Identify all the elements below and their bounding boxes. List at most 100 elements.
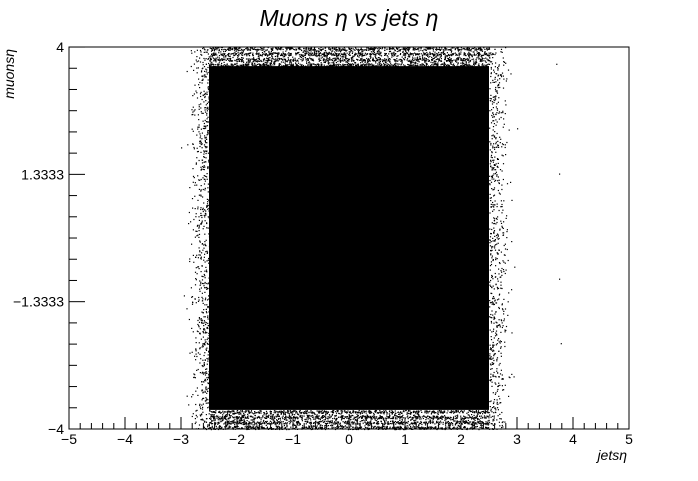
scatter-point xyxy=(369,60,371,62)
scatter-point xyxy=(320,62,322,64)
scatter-point xyxy=(286,61,288,63)
scatter-point xyxy=(256,52,258,54)
scatter-point xyxy=(318,58,320,60)
scatter-point xyxy=(281,47,283,49)
scatter-point xyxy=(363,59,365,61)
scatter-point xyxy=(468,60,470,62)
scatter-point xyxy=(464,417,466,419)
scatter-point xyxy=(321,420,324,422)
scatter-point xyxy=(244,63,246,65)
scatter-point xyxy=(257,53,259,55)
scatter-point xyxy=(241,415,243,417)
scatter-point xyxy=(334,47,336,49)
scatter-point xyxy=(287,412,289,414)
scatter-point xyxy=(266,54,268,56)
scatter-point xyxy=(267,59,269,61)
scatter-point xyxy=(408,48,410,51)
scatter-point xyxy=(308,422,311,424)
scatter-point xyxy=(249,59,252,61)
scatter-point xyxy=(420,64,422,66)
scatter-point xyxy=(454,410,456,412)
scatter-point xyxy=(416,421,418,423)
scatter-point xyxy=(214,411,216,413)
scatter-point xyxy=(320,424,322,426)
scatter-point xyxy=(341,48,343,50)
scatter-point xyxy=(208,262,210,264)
scatter-point xyxy=(449,411,451,413)
scatter-point xyxy=(493,350,495,352)
scatter-point xyxy=(368,423,370,425)
scatter-point xyxy=(424,412,426,414)
scatter-point xyxy=(195,350,197,352)
scatter-point xyxy=(349,423,351,425)
scatter-point xyxy=(212,423,214,425)
scatter-point xyxy=(483,47,485,49)
scatter-point xyxy=(329,422,331,424)
scatter-point xyxy=(488,47,490,49)
scatter-point xyxy=(284,422,287,424)
scatter-point xyxy=(371,412,373,414)
scatter-point xyxy=(489,355,491,357)
scatter-point xyxy=(320,427,322,429)
scatter-point xyxy=(352,415,354,417)
scatter-point xyxy=(294,424,296,426)
scatter-point xyxy=(392,55,394,57)
scatter-point xyxy=(203,256,205,258)
scatter-point xyxy=(470,410,472,412)
scatter-point xyxy=(375,54,377,56)
scatter-point xyxy=(449,416,451,418)
scatter-point xyxy=(278,65,280,67)
scatter-point xyxy=(335,412,338,414)
scatter-point xyxy=(383,413,385,415)
scatter-point xyxy=(307,421,309,423)
scatter-point xyxy=(344,416,346,418)
scatter-point xyxy=(387,423,389,425)
scatter-point xyxy=(483,410,485,412)
scatter-point xyxy=(414,427,416,429)
scatter-point xyxy=(433,55,435,57)
scatter-point xyxy=(491,188,493,190)
scatter-point xyxy=(208,207,210,210)
scatter-point xyxy=(379,53,381,55)
scatter-point xyxy=(223,417,225,419)
scatter-point xyxy=(332,54,334,56)
scatter-point xyxy=(496,370,498,372)
scatter-point xyxy=(432,53,434,55)
scatter-point xyxy=(290,62,292,64)
scatter-point xyxy=(440,52,442,54)
scatter-point xyxy=(321,410,323,412)
scatter-point xyxy=(304,52,306,54)
scatter-point xyxy=(447,54,449,57)
scatter-point xyxy=(259,63,261,66)
scatter-point xyxy=(286,65,288,68)
scatter-point xyxy=(207,152,209,154)
scatter-point xyxy=(359,413,361,415)
scatter-point xyxy=(485,410,487,413)
scatter-point xyxy=(307,50,309,52)
scatter-point xyxy=(466,416,468,418)
scatter-point xyxy=(250,427,252,429)
scatter-point xyxy=(206,326,209,329)
scatter-point xyxy=(293,59,295,61)
scatter-point xyxy=(220,421,222,423)
scatter-point xyxy=(294,416,296,418)
scatter-point xyxy=(299,63,301,65)
scatter-point xyxy=(245,411,247,413)
scatter-point xyxy=(355,62,357,64)
scatter-point xyxy=(397,426,399,428)
scatter-point xyxy=(261,426,263,428)
scatter-point xyxy=(245,63,247,65)
scatter-point xyxy=(390,420,392,422)
scatter-point xyxy=(298,58,300,60)
scatter-point xyxy=(297,421,299,424)
scatter-point xyxy=(394,427,396,429)
scatter-point xyxy=(408,54,410,56)
scatter-point xyxy=(483,53,485,55)
scatter-point xyxy=(390,48,392,50)
scatter-point xyxy=(456,59,458,61)
scatter-point xyxy=(450,58,452,60)
scatter-point xyxy=(194,418,196,420)
scatter-point xyxy=(321,426,323,429)
scatter-point xyxy=(406,425,408,427)
scatter-point xyxy=(435,61,437,63)
